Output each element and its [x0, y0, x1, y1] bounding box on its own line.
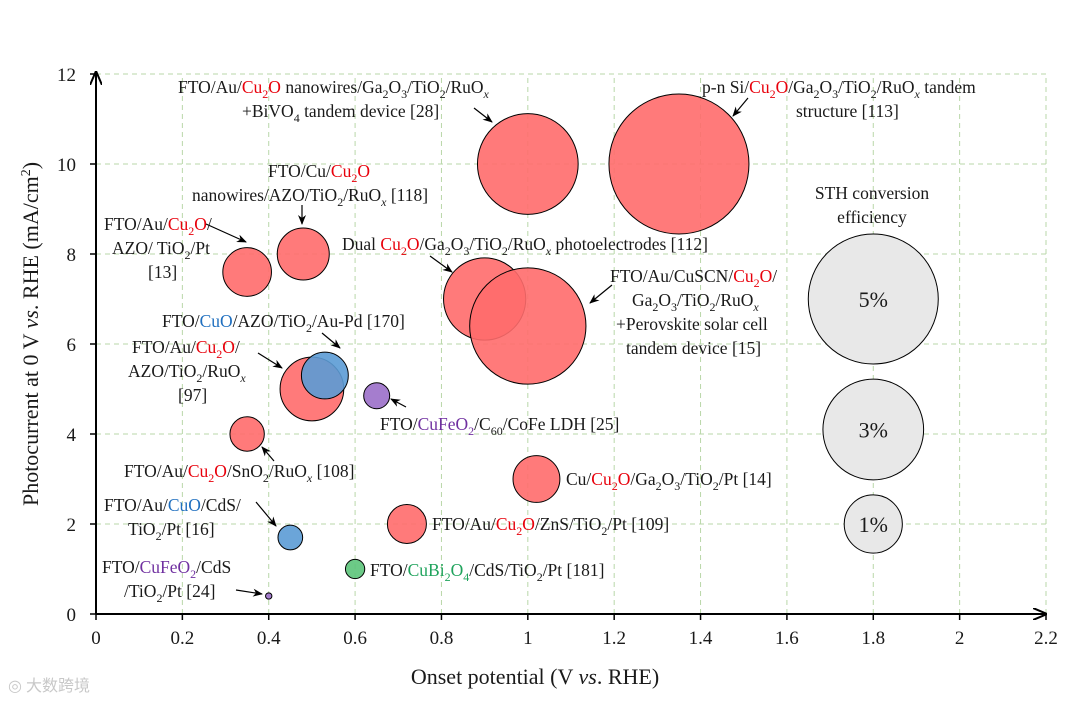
annotation-109: FTO/Au/Cu2O/ZnS/TiO2/Pt [109]: [432, 514, 669, 538]
annotation-13-line1: FTO/Au/Cu2O/: [104, 214, 212, 238]
watermark: ◎ 大数跨境: [8, 672, 90, 696]
x-tick-label: 2.2: [1034, 628, 1058, 649]
y-tick-label: 4: [67, 425, 77, 446]
bubble-p-cubi2o4-cds: [344, 558, 366, 580]
watermark-text: 大数跨境: [25, 676, 90, 695]
data-bubbles: [222, 93, 750, 600]
y-tick-label: 2: [67, 515, 77, 536]
annotation-15-line3: +Perovskite solar cell: [616, 314, 768, 334]
x-tick-label: 1.2: [602, 628, 626, 649]
annotation-16-line1: FTO/Au/CuO/CdS/: [104, 495, 241, 515]
x-axis-title: Onset potential (V vs. RHE): [411, 664, 659, 689]
annotation-16-line2: TiO2/Pt [16]: [128, 519, 215, 543]
bubble-p-cu2o-gao-bivo4: [476, 113, 579, 215]
x-tick-label: 0: [91, 628, 101, 649]
x-tick-label: 1.6: [775, 628, 799, 649]
annotation-113-line1: p-n Si/Cu2O/Ga2O3/TiO2/RuOx tandem: [702, 77, 976, 101]
legend-bubble: [843, 494, 903, 554]
y-axis-title: Photocurrent at 0 V vs. RHE (mA/cm2): [18, 162, 43, 506]
arrow-28: [473, 107, 493, 123]
y-tick-label: 10: [57, 155, 76, 176]
arrow-108: [261, 446, 275, 462]
x-tick-label: 0.6: [343, 628, 367, 649]
annotation-13-line3: [13]: [148, 262, 177, 282]
x-tick-label: 1.4: [689, 628, 713, 649]
bubble-p-perovskite-tandem: [469, 267, 587, 385]
logo-icon: ◎: [8, 676, 22, 695]
bubble-p-cuo-au-pd: [300, 351, 349, 400]
bubble-p-au-cu2o-zns: [386, 504, 427, 544]
bubble-p-au-cu2o-azo-pt: [222, 247, 272, 297]
annotation-118-line2: nanowires/AZO/TiO2/RuOx [118]: [192, 185, 428, 209]
legend-label: 1%: [859, 512, 888, 537]
annotation-14: Cu/Cu2O/Ga2O3/TiO2/Pt [14]: [566, 469, 772, 493]
legend-label: 3%: [859, 418, 888, 443]
ticks: 0 0.2 0.4 0.6 0.8 1 1.2 1.4 1.6 1.8 2 2.2 0 2 4 6 8 10 12: [57, 65, 1058, 649]
bubble-p-au-cuo-cds: [277, 524, 304, 551]
bubble-p-pn-si-tandem: [608, 93, 750, 235]
annotation-113-line2: structure [113]: [796, 101, 899, 121]
arrow-113: [732, 97, 749, 117]
x-tick-label: 0.2: [170, 628, 194, 649]
annotation-97-line1: FTO/Au/Cu2O/: [132, 337, 240, 361]
bubble-p-au-cu2o-sno2: [229, 416, 265, 452]
annotation-13-line2: AZO/ TiO2/Pt: [112, 238, 210, 262]
arrow-13: [205, 223, 247, 243]
legend-label: 5%: [859, 287, 888, 312]
annotation-97-line2: AZO/TiO2/RuOx: [128, 361, 246, 385]
x-tick-label: 0.4: [257, 628, 281, 649]
arrow-15: [589, 284, 613, 304]
annotation-28-line2: +BiVO4 tandem device [28]: [242, 101, 439, 125]
bubble-p-cufeo2-cds: [265, 592, 273, 600]
legend-title-line2: efficiency: [837, 207, 907, 227]
annotation-24-line1: FTO/CuFeO2/CdS: [102, 557, 231, 581]
y-tick-label: 0: [67, 605, 77, 626]
annotation-97-line3: [97]: [178, 385, 207, 405]
annotation-15-line4: tandem device [15]: [626, 338, 761, 358]
x-tick-label: 1: [523, 628, 533, 649]
annotation-118-line1: FTO/Cu/Cu2O: [268, 161, 370, 185]
arrow-112: [429, 255, 453, 273]
y-tick-label: 12: [57, 65, 76, 86]
legend-title-line1: STH conversion: [815, 183, 929, 203]
annotation-15-line2: Ga2O3/TiO2/RuOx: [632, 290, 759, 314]
annotation-170: FTO/CuO/AZO/TiO2/Au-Pd [170]: [162, 311, 405, 335]
arrow-16: [255, 501, 277, 527]
arrow-170: [321, 332, 341, 349]
legend-bubble: [822, 378, 925, 481]
annotation-181: FTO/CuBi2O4/CdS/TiO2/Pt [181]: [370, 560, 604, 584]
x-tick-label: 1.8: [861, 628, 885, 649]
bubble-p-cu-cu2o-azo: [276, 227, 330, 281]
x-tick-label: 2: [955, 628, 965, 649]
legend-bubble: [807, 233, 939, 365]
annotation-24-line2: /TiO2/Pt [24]: [124, 581, 215, 605]
bubble-p-cufeo2-c60: [363, 382, 391, 410]
arrow-24: [235, 588, 263, 597]
arrow-97: [257, 352, 283, 369]
bubble-p-cu-cu2o-pt: [512, 455, 561, 503]
y-tick-label: 8: [67, 245, 77, 266]
arrow-25: [390, 398, 407, 408]
sth-legend: STH conversion efficiency 5% 3% 1%: [807, 183, 939, 554]
annotation-108: FTO/Au/Cu2O/SnO2/RuOx [108]: [124, 461, 354, 485]
x-tick-label: 0.8: [430, 628, 454, 649]
annotation-15-line1: FTO/Au/CuSCN/Cu2O/: [610, 266, 777, 290]
annotation-28-line1: FTO/Au/Cu2O nanowires/Ga2O3/TiO2/RuOx: [178, 77, 490, 101]
y-tick-label: 6: [67, 335, 77, 356]
